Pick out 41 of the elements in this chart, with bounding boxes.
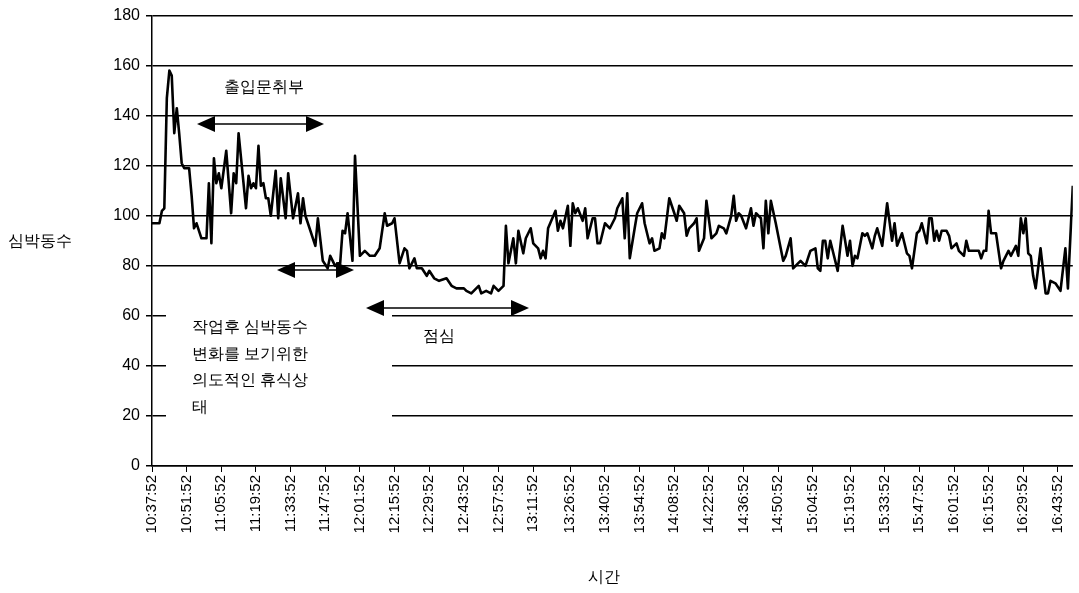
x-tick-label: 11:19:52 <box>246 475 264 533</box>
x-tick-label: 13:11:52 <box>523 475 541 533</box>
y-tick-label: 80 <box>122 256 141 274</box>
y-tick-label: 40 <box>122 356 141 374</box>
x-tick-label: 14:08:52 <box>664 475 682 534</box>
x-tick-label: 13:26:52 <box>560 475 578 534</box>
x-axis-title: 시간 <box>588 567 620 587</box>
x-tick-label: 16:29:52 <box>1013 475 1031 534</box>
x-tick-label: 14:36:52 <box>733 475 751 534</box>
y-tick-label: 160 <box>113 56 141 74</box>
x-tick-label: 16:15:52 <box>978 475 996 534</box>
y-tick-label: 20 <box>122 406 141 424</box>
x-tick-label: 12:01:52 <box>350 475 368 534</box>
x-tick-label: 15:47:52 <box>909 475 927 534</box>
y-tick-label: 0 <box>131 456 141 474</box>
x-tick-label: 15:19:52 <box>840 475 858 534</box>
x-tick-label: 15:33:52 <box>874 475 892 534</box>
y-axis-title: 심박동수 <box>8 231 72 251</box>
x-tick-label: 16:01:52 <box>944 475 962 534</box>
annotation: 점심 <box>423 326 455 346</box>
x-tick-label: 14:22:52 <box>699 475 717 534</box>
x-tick-label: 10:51:52 <box>176 475 194 534</box>
x-tick-label: 13:40:52 <box>595 475 613 534</box>
annotation: 출입문취부 <box>224 77 304 97</box>
x-tick-label: 16:43:52 <box>1048 475 1066 534</box>
x-tick-label: 12:57:52 <box>488 475 506 534</box>
x-tick-label: 15:04:52 <box>803 475 821 534</box>
x-tick-label: 11:47:52 <box>315 475 333 533</box>
x-tick-label: 10:37:52 <box>142 475 160 534</box>
x-tick-label: 12:43:52 <box>454 475 472 534</box>
y-tick-label: 120 <box>113 156 141 174</box>
x-tick-label: 11:33:52 <box>280 475 298 533</box>
y-tick-label: 100 <box>113 206 141 224</box>
x-tick-label: 13:54:52 <box>629 475 647 534</box>
y-tick-label: 140 <box>113 106 141 124</box>
y-tick-label: 60 <box>122 306 141 324</box>
y-tick-label: 180 <box>113 6 141 24</box>
x-tick-label: 12:29:52 <box>419 475 437 534</box>
x-tick-label: 14:50:52 <box>768 475 786 534</box>
x-tick-label: 12:15:52 <box>384 475 402 534</box>
x-tick-label: 11:05:52 <box>211 475 229 533</box>
